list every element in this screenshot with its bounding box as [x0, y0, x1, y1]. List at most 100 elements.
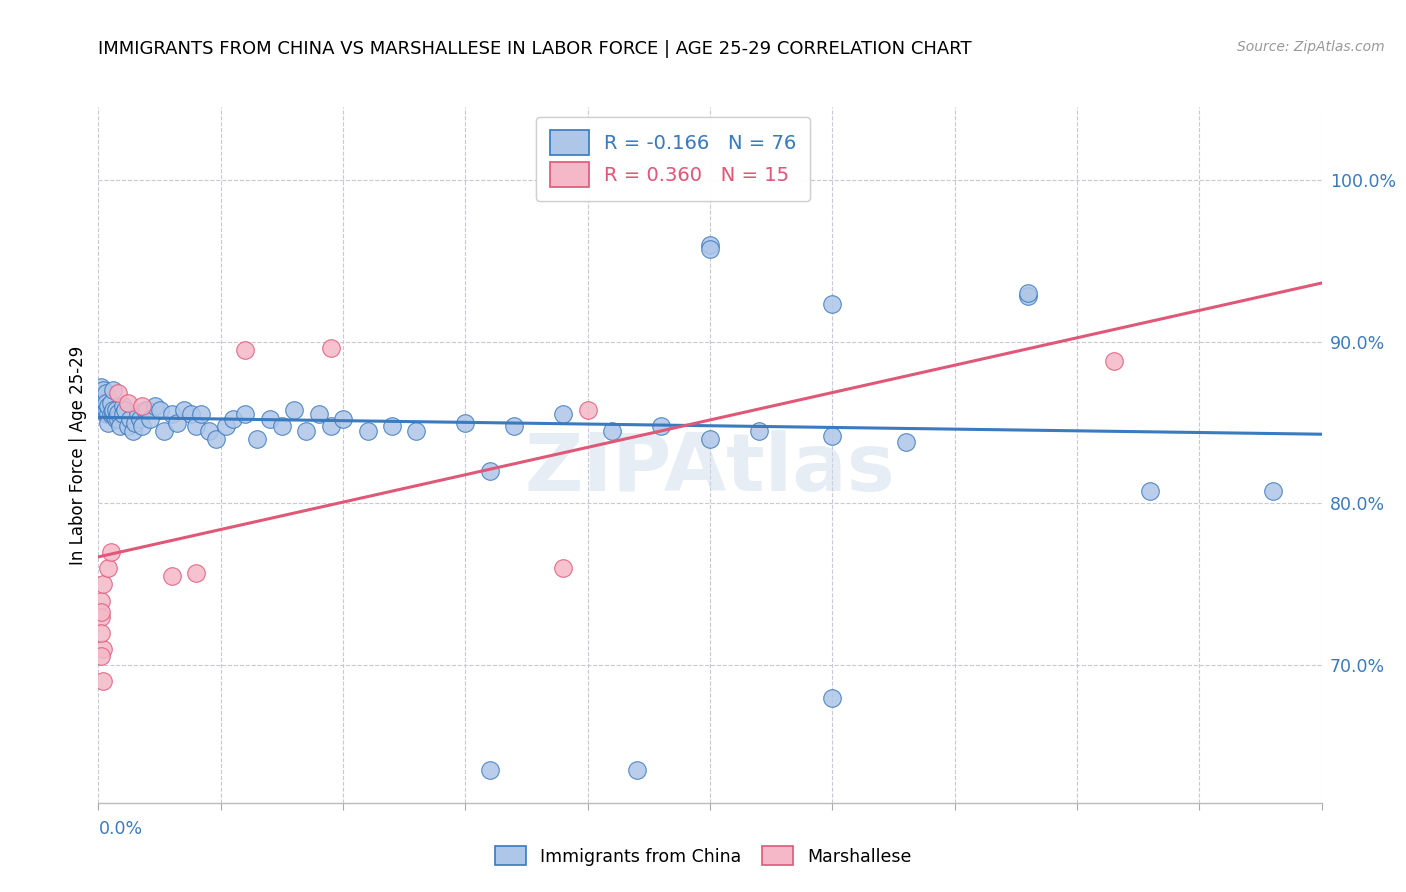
Point — [114, 402, 136, 417]
Point — [205, 432, 228, 446]
Point — [699, 243, 721, 257]
Point — [308, 408, 330, 422]
Point — [97, 400, 120, 414]
Point — [91, 577, 114, 591]
Point — [503, 418, 526, 433]
Point — [748, 424, 770, 438]
Point — [894, 434, 917, 449]
Point — [100, 396, 122, 410]
Point — [90, 392, 112, 406]
Point — [166, 416, 188, 430]
Point — [675, 168, 697, 182]
Point — [190, 408, 212, 422]
Point — [100, 545, 122, 559]
Point — [214, 418, 236, 433]
Point — [233, 343, 256, 357]
Point — [100, 408, 122, 422]
Point — [553, 408, 575, 422]
Point — [143, 400, 166, 414]
Point — [107, 406, 129, 420]
Point — [104, 402, 127, 417]
Point — [356, 424, 378, 438]
Point — [173, 402, 195, 417]
Point — [821, 690, 844, 705]
Point — [90, 626, 112, 640]
Point — [332, 412, 354, 426]
Point — [129, 412, 152, 426]
Point — [1261, 483, 1284, 498]
Point — [124, 416, 146, 430]
Point — [91, 396, 114, 410]
Point — [139, 412, 162, 426]
Point — [180, 408, 202, 422]
Point — [576, 402, 599, 417]
Y-axis label: In Labor Force | Age 25-29: In Labor Force | Age 25-29 — [69, 345, 87, 565]
Point — [110, 418, 132, 433]
Point — [283, 402, 305, 417]
Point — [160, 569, 183, 583]
Point — [699, 237, 721, 252]
Point — [101, 402, 124, 417]
Point — [134, 402, 156, 417]
Point — [405, 424, 427, 438]
Point — [270, 418, 294, 433]
Point — [101, 408, 124, 422]
Legend: Immigrants from China, Marshallese: Immigrants from China, Marshallese — [486, 838, 920, 874]
Point — [107, 386, 129, 401]
Text: IMMIGRANTS FROM CHINA VS MARSHALLESE IN LABOR FORCE | AGE 25-29 CORRELATION CHAR: IMMIGRANTS FROM CHINA VS MARSHALLESE IN … — [98, 40, 972, 58]
Text: ZIPAtlas: ZIPAtlas — [524, 430, 896, 508]
Point — [295, 424, 318, 438]
Point — [136, 402, 159, 417]
Point — [1017, 286, 1039, 301]
Point — [821, 297, 844, 311]
Point — [94, 396, 117, 410]
Point — [90, 609, 112, 624]
Point — [454, 416, 477, 430]
Point — [94, 402, 117, 417]
Point — [1017, 289, 1039, 303]
Point — [101, 383, 124, 397]
Point — [97, 416, 120, 430]
Point — [90, 605, 112, 619]
Point — [97, 408, 120, 422]
Point — [319, 418, 342, 433]
Point — [699, 432, 721, 446]
Point — [233, 408, 256, 422]
Point — [553, 561, 575, 575]
Point — [626, 764, 648, 778]
Point — [117, 396, 139, 410]
Point — [186, 418, 208, 433]
Point — [111, 400, 134, 414]
Point — [90, 593, 112, 607]
Text: Source: ZipAtlas.com: Source: ZipAtlas.com — [1237, 40, 1385, 54]
Point — [91, 642, 114, 657]
Point — [91, 383, 114, 397]
Point — [821, 428, 844, 442]
Point — [117, 418, 139, 433]
Point — [319, 341, 342, 355]
Point — [127, 408, 149, 422]
Point — [131, 418, 153, 433]
Point — [131, 400, 153, 414]
Point — [186, 566, 208, 580]
Point — [160, 408, 183, 422]
Point — [104, 412, 127, 426]
Point — [107, 412, 129, 426]
Point — [111, 408, 134, 422]
Point — [246, 432, 269, 446]
Point — [120, 412, 142, 426]
Point — [90, 380, 112, 394]
Point — [600, 424, 623, 438]
Point — [259, 412, 281, 426]
Point — [90, 648, 112, 663]
Point — [94, 408, 117, 422]
Point — [121, 424, 143, 438]
Point — [478, 464, 501, 478]
Point — [197, 424, 219, 438]
Point — [1139, 483, 1161, 498]
Text: 0.0%: 0.0% — [98, 821, 142, 838]
Legend: R = -0.166   N = 76, R = 0.360   N = 15: R = -0.166 N = 76, R = 0.360 N = 15 — [536, 117, 810, 201]
Point — [91, 400, 114, 414]
Point — [90, 402, 112, 417]
Point — [381, 418, 404, 433]
